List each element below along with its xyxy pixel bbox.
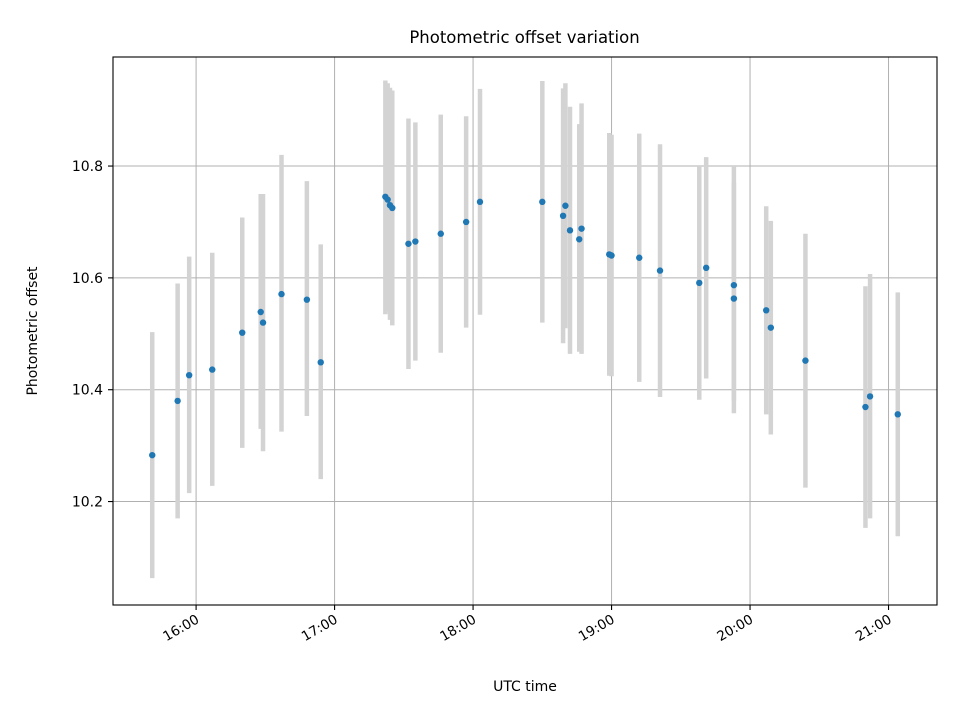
plot-frame: [112, 56, 938, 606]
data-point: [559, 212, 567, 220]
data-point: [437, 230, 444, 237]
data-point: [636, 254, 643, 261]
data-point: [278, 290, 285, 298]
data-point: [317, 359, 324, 366]
data-point: [802, 357, 809, 364]
y-axis-ticks: 10.2 10.4 10.6 10.8: [72, 159, 113, 511]
data-point: [185, 371, 193, 379]
data-point: [389, 204, 396, 212]
data-point: [862, 403, 869, 411]
data-point: [608, 252, 615, 259]
data-point: [303, 296, 311, 303]
data-point: [239, 329, 246, 336]
data-point: [578, 225, 585, 232]
y-axis-label: Photometric offset: [25, 266, 41, 396]
data-point: [476, 198, 484, 206]
data-point: [702, 264, 710, 272]
data-point: [730, 295, 738, 302]
data-points: [149, 193, 901, 459]
data-point: [656, 267, 664, 274]
y-tick-label: 10.8: [72, 159, 103, 175]
data-point: [566, 227, 574, 234]
data-point: [730, 281, 738, 289]
grid-lines: [113, 57, 937, 605]
data-point: [405, 240, 412, 247]
data-point: [257, 308, 264, 316]
data-point: [259, 319, 267, 326]
data-point: [149, 451, 156, 459]
chart-title: Photometric offset variation: [409, 28, 639, 47]
data-point: [767, 324, 775, 331]
y-tick-label: 10.6: [72, 271, 103, 287]
data-point: [209, 366, 216, 373]
data-point: [866, 393, 874, 400]
data-point: [696, 279, 703, 287]
x-axis-label: UTC time: [493, 679, 557, 695]
data-point: [174, 397, 181, 405]
y-tick-label: 10.4: [72, 383, 103, 399]
data-point: [462, 218, 470, 226]
data-point: [576, 236, 583, 243]
data-point: [539, 198, 546, 206]
data-point: [562, 202, 569, 209]
data-point: [762, 307, 770, 314]
data-point: [384, 196, 391, 203]
data-point: [894, 411, 901, 418]
y-tick-label: 10.2: [72, 495, 103, 511]
data-point: [412, 238, 419, 245]
